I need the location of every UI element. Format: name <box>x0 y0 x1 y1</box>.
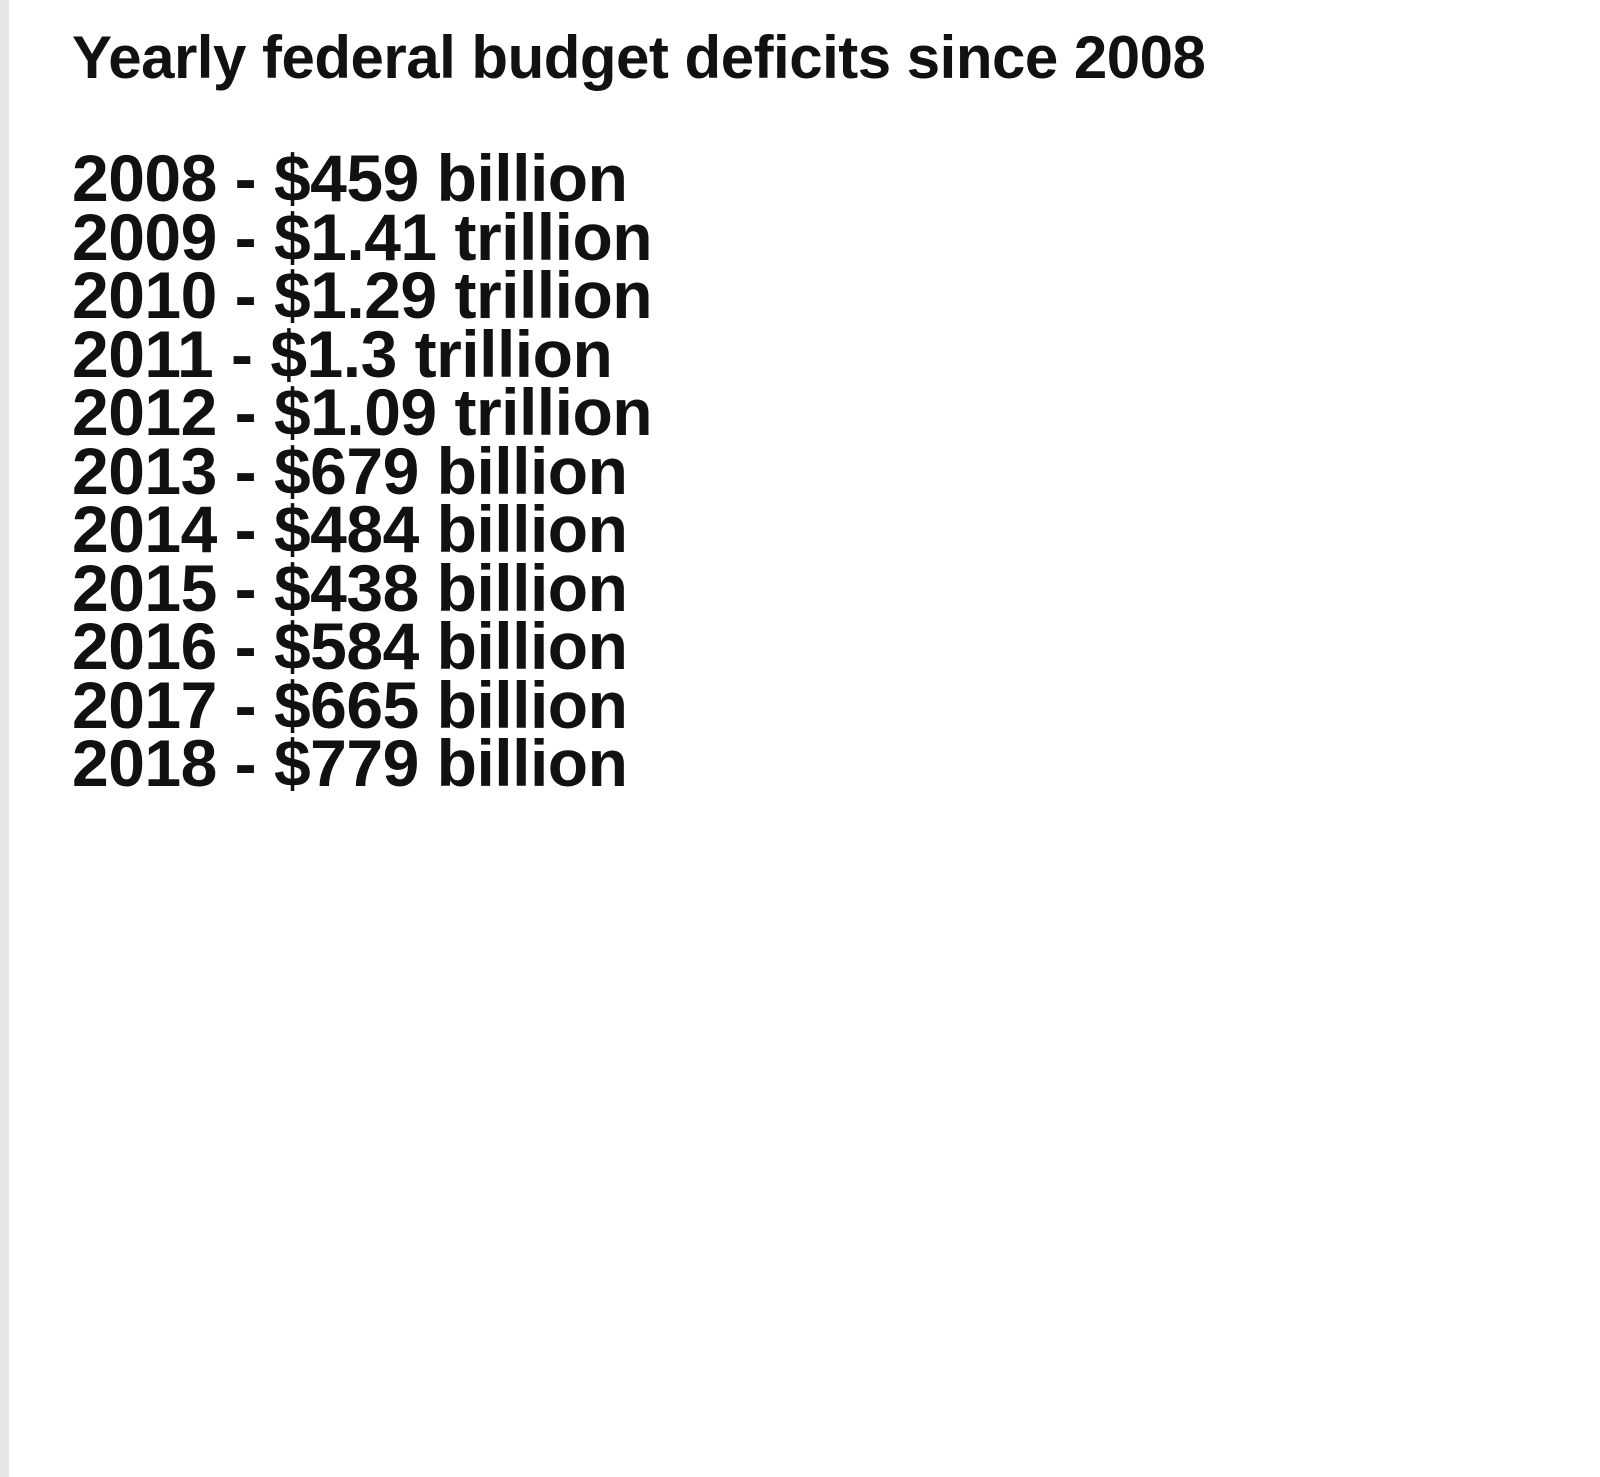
list-item: 2015 - $438 billion <box>72 550 628 625</box>
list-item: 2012 - $1.09 trillion <box>72 375 653 449</box>
page-left-edge <box>0 0 9 1477</box>
document-title: Yearly federal budget deficits since 200… <box>72 24 1206 91</box>
document: Yearly federal budget deficits since 200… <box>72 18 1572 800</box>
list-item: 2009 - $1.41 trillion <box>72 199 653 274</box>
list-item: 2016 - $584 billion <box>72 609 628 683</box>
list-item: 2008 - $459 billion <box>72 141 628 215</box>
list-item: 2017 - $665 billion <box>72 667 628 742</box>
list-item: 2010 - $1.29 trillion <box>72 258 653 332</box>
list-item: 2013 - $679 billion <box>72 433 628 508</box>
list-item: 2011 - $1.3 trillion <box>72 316 613 391</box>
deficit-list: 2008 - $459 billion 2009 - $1.41 trillio… <box>72 141 653 822</box>
list-item: 2014 - $484 billion <box>72 492 628 566</box>
list-item: 2018 - $779 billion <box>72 726 628 800</box>
